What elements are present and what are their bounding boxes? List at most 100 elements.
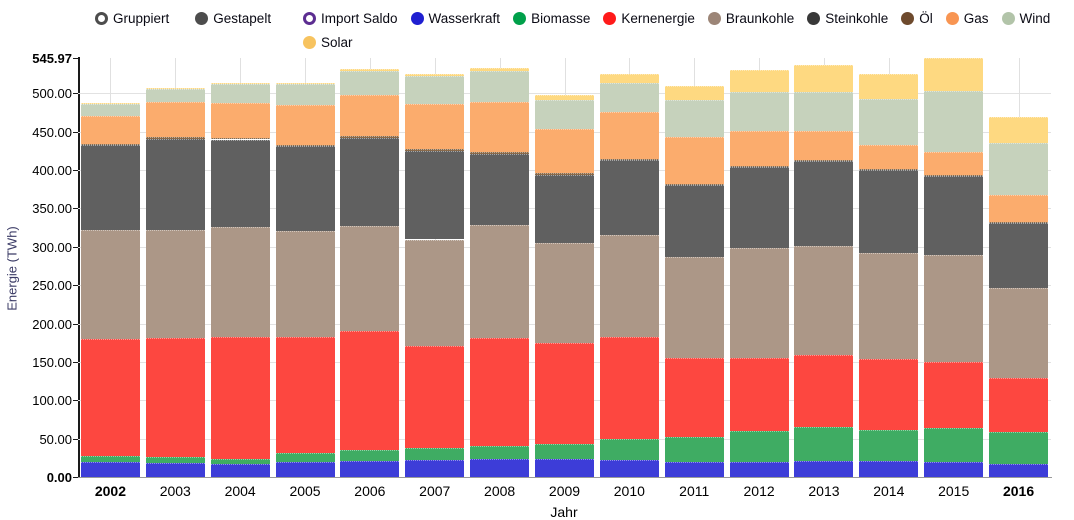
legend-item-label: Biomasse	[531, 11, 591, 26]
bar-segment-solar-2012	[729, 70, 789, 92]
bar-segment-solar-2009	[535, 95, 594, 101]
bar-segment-kernenergie-2013	[794, 355, 854, 428]
bar-segment-wasserkraft-2003	[145, 462, 205, 477]
legend-item-solar[interactable]: Solar	[303, 34, 353, 51]
bar-segment-wind-2015	[924, 91, 984, 152]
legend-item-label: Solar	[321, 35, 353, 50]
y-tick-label: 0.00	[46, 470, 72, 485]
bar-segment-wasserkraft-2010	[599, 460, 659, 477]
bar-segment-solar-2010	[599, 73, 659, 83]
bar-2007	[405, 73, 465, 477]
bar-segment-wind-2006	[340, 71, 400, 95]
y-tick-mark	[73, 323, 78, 325]
bar-segment-wasserkraft-2006	[340, 461, 400, 477]
bar-segment-gas-2009	[535, 129, 594, 174]
bar-segment-kernenergie-2008	[470, 338, 530, 446]
bar-segment-biomasse-2006	[340, 450, 400, 462]
bar-segment-öl-2011	[664, 184, 724, 186]
bar-segment-gas-2003	[145, 101, 205, 138]
bar-segment-braunkohle-2015	[924, 255, 984, 362]
bar-segment-wasserkraft-2008	[470, 459, 530, 477]
legend-item-wind[interactable]: Wind	[1001, 10, 1050, 27]
mode-radio-gestapelt[interactable]: Gestapelt	[195, 10, 271, 27]
y-tick-mark	[73, 477, 78, 478]
x-label-2013: 2013	[808, 483, 840, 499]
bar-segment-braunkohle-2006	[340, 225, 400, 331]
bar-segment-kernenergie-2014	[859, 359, 919, 430]
y-tick-label: 300.00	[32, 239, 72, 255]
bar-segment-braunkohle-2010	[599, 235, 659, 337]
bar-segment-biomasse-2015	[924, 428, 984, 463]
bar-2014	[859, 73, 919, 477]
legend-item-biomasse[interactable]: Biomasse	[513, 10, 590, 27]
bar-segment-wasserkraft-2007	[405, 460, 465, 477]
bar-2002	[80, 102, 140, 477]
bar-segment-wind-2013	[794, 92, 854, 132]
radio-circle-icon	[95, 12, 108, 25]
series-color-icon	[901, 12, 915, 25]
legend-item-braunkohle[interactable]: Braunkohle	[707, 10, 795, 27]
x-axis-title: Jahr	[550, 504, 578, 520]
bar-segment-wind-2004	[210, 83, 270, 103]
series-color-icon	[603, 12, 617, 25]
series-color-icon	[410, 12, 424, 25]
bar-segment-wind-2005	[275, 83, 335, 105]
legend-item-wasserkraft[interactable]: Wasserkraft	[410, 10, 500, 27]
bar-segment-braunkohle-2012	[729, 247, 789, 358]
legend-item-kernenergie[interactable]: Kernenergie	[603, 10, 695, 27]
bar-segment-braunkohle-2011	[664, 256, 724, 359]
bar-segment-kernenergie-2002	[80, 339, 140, 456]
bar-segment-kernenergie-2003	[145, 338, 205, 458]
y-tick-label: 200.00	[32, 316, 72, 332]
radio-circle-icon	[195, 12, 209, 25]
bar-segment-wasserkraft-2014	[859, 461, 919, 477]
bar-segment-kernenergie-2009	[535, 343, 594, 445]
legend-item-import-saldo[interactable]: Import Saldo	[303, 10, 398, 27]
bar-segment-wind-2010	[599, 82, 659, 112]
y-tick-mark	[73, 400, 78, 402]
y-axis-title: Energie (TWh)	[4, 226, 20, 311]
bar-segment-gas-2002	[80, 115, 140, 144]
bar-segment-kernenergie-2004	[210, 336, 270, 459]
bar-segment-solar-2008	[470, 67, 530, 72]
bar-2010	[599, 73, 659, 477]
bar-segment-kernenergie-2006	[340, 330, 400, 450]
series-color-icon	[1001, 12, 1015, 25]
bar-segment-kernenergie-2011	[664, 358, 724, 438]
bar-segment-steinkohle-2005	[275, 146, 335, 232]
x-label-2004: 2004	[224, 483, 256, 499]
y-tick-label: 450.00	[32, 124, 72, 140]
bar-segment-steinkohle-2002	[80, 145, 140, 231]
legend-item-label: Braunkohle	[725, 11, 795, 26]
bar-segment-öl-2010	[599, 158, 659, 161]
bar-segment-öl-2013	[794, 160, 854, 162]
series-color-icon	[303, 12, 316, 25]
y-tick-label: 350.00	[32, 201, 72, 217]
x-label-2016: 2016	[1002, 483, 1035, 499]
legend-item-öl[interactable]: Öl	[901, 10, 933, 27]
bar-segment-gas-2014	[859, 144, 919, 170]
legend-item-gas[interactable]: Gas	[945, 10, 989, 27]
y-tick-label: 500.00	[32, 86, 72, 102]
x-label-2007: 2007	[419, 483, 451, 499]
x-label-2009: 2009	[548, 483, 581, 499]
bar-segment-öl-2005	[275, 144, 335, 147]
bar-2015	[924, 58, 984, 477]
bar-segment-steinkohle-2011	[664, 185, 724, 257]
bar-segment-solar-2005	[275, 82, 335, 84]
bar-segment-biomasse-2013	[794, 427, 854, 462]
mode-radio-gruppiert[interactable]: Gruppiert	[95, 10, 169, 27]
legend-item-label: Öl	[919, 11, 933, 26]
bar-segment-biomasse-2005	[275, 453, 335, 463]
legend-item-steinkohle[interactable]: Steinkohle	[807, 10, 888, 27]
y-tick-mark	[73, 131, 78, 133]
bar-segment-kernenergie-2015	[924, 361, 984, 429]
bar-segment-öl-2004	[210, 137, 270, 140]
bar-segment-solar-2013	[794, 65, 854, 92]
bar-segment-steinkohle-2010	[599, 160, 659, 236]
bar-2009	[535, 95, 594, 477]
bar-segment-biomasse-2010	[599, 438, 659, 461]
bar-segment-wasserkraft-2011	[664, 462, 724, 477]
bar-segment-öl-2007	[405, 149, 465, 151]
x-label-2003: 2003	[159, 483, 191, 499]
